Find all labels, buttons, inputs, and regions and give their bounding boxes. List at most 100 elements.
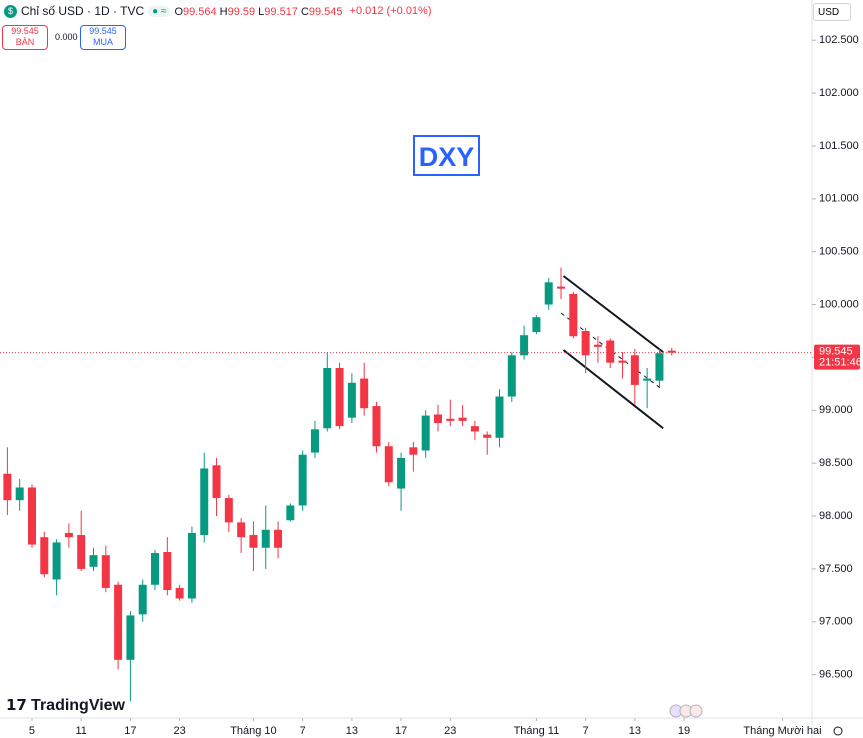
sell-price: 99.545	[11, 26, 39, 36]
candle-body	[249, 535, 258, 548]
candle-body	[557, 286, 566, 289]
candle-body	[40, 537, 49, 575]
x-tick-label: 17	[395, 725, 407, 737]
candle-body	[151, 553, 160, 585]
x-tick-label: 17	[124, 725, 136, 737]
candle-body	[261, 529, 270, 548]
candle-body	[520, 335, 529, 356]
candle-body	[360, 378, 369, 409]
ohlc-value: 99.545	[308, 6, 343, 18]
candle-body	[175, 587, 184, 599]
settings-icon	[833, 726, 843, 736]
candle-body	[52, 542, 61, 580]
event-icon	[689, 704, 703, 718]
ohlc-value: 99.59	[227, 6, 256, 18]
status: ● ≈	[148, 5, 171, 17]
candle-body	[15, 487, 24, 501]
candle-body	[606, 340, 615, 363]
x-tick-label: 19	[678, 725, 690, 737]
header: $ Chỉ số USD · 1D · TVC ● ≈ O99.564 H99.5…	[4, 4, 432, 18]
x-tick-label: 7	[300, 725, 306, 737]
candle-body	[593, 344, 602, 347]
symbol-icon: $	[4, 4, 17, 18]
candle-body	[212, 465, 221, 499]
y-tick-label: 96.500	[819, 669, 853, 681]
candle-body	[187, 532, 196, 599]
candle-body	[101, 555, 110, 588]
candle-body	[286, 505, 295, 521]
ohlc-key: H	[219, 6, 228, 18]
candle-body	[77, 535, 86, 569]
y-tick-label: 100.500	[819, 246, 859, 258]
candle-body	[495, 396, 504, 438]
logo-mark: 𝟭𝟳	[6, 697, 32, 714]
candle-body	[433, 414, 442, 423]
candle-body	[532, 317, 541, 333]
buy-label: MUA	[93, 37, 113, 47]
candle-body	[470, 426, 479, 432]
y-tick-label: 99.000	[819, 404, 853, 416]
candle-body	[569, 293, 578, 337]
y-tick-label: 97.000	[819, 616, 853, 628]
candle-body	[618, 360, 627, 363]
x-tick-label: 13	[346, 725, 358, 737]
buy-price: 99.545	[89, 26, 117, 36]
change: +0.012 (+0.01%)	[349, 5, 432, 17]
buy-button[interactable]: 99.545 MUA	[80, 25, 126, 50]
x-tick-label: 7	[583, 725, 589, 737]
candle-body	[27, 487, 36, 545]
y-tick-label: 100.000	[819, 298, 859, 310]
candle-body	[274, 529, 283, 548]
candle-body	[64, 532, 73, 538]
ohlc: O99.564 H99.59 L99.517 C99.545	[174, 4, 345, 18]
price-tag	[814, 344, 860, 370]
candle-body	[384, 446, 393, 483]
candle-body	[335, 367, 344, 427]
ohlc-key: L	[258, 6, 265, 18]
x-tick-label: 11	[75, 725, 86, 737]
candle-body	[458, 417, 467, 421]
price-tag-value: 99.545	[819, 346, 853, 358]
candle-body	[446, 418, 455, 421]
channel-line	[562, 349, 664, 430]
x-tick-label: 23	[444, 725, 456, 737]
annotation: DXY	[413, 135, 480, 176]
candle-body	[163, 551, 172, 591]
price-tag-time: 21:51:46	[819, 357, 862, 369]
ohlc-value: 99.517	[264, 6, 298, 18]
y-tick-label: 101.000	[819, 193, 859, 205]
candle-body	[372, 406, 381, 447]
y-tick-label: 98.500	[819, 457, 853, 469]
candle-body	[483, 434, 492, 438]
currency-select[interactable]: USD	[813, 3, 851, 21]
ohlc-value: 99.564	[183, 6, 217, 18]
x-tick-label: Tháng 11	[514, 725, 560, 737]
candle-body	[581, 330, 590, 356]
y-tick-label: 102.000	[819, 87, 859, 99]
candle-body	[126, 615, 135, 660]
candle-body	[323, 367, 332, 429]
candle-body	[507, 355, 516, 397]
y-tick-label: 102.500	[819, 34, 859, 46]
x-tick-label: Tháng 10	[230, 725, 276, 737]
x-tick-label: 5	[29, 725, 35, 737]
candle-body	[643, 378, 652, 381]
y-tick-label: 98.000	[819, 510, 853, 522]
symbol[interactable]: Chỉ số USD · 1D · TVC	[21, 4, 145, 18]
candle-body	[409, 447, 418, 455]
x-tick-label: Tháng Mười hai	[743, 725, 821, 737]
y-tick-label: 101.500	[819, 140, 859, 152]
candle-body	[89, 555, 98, 567]
candle-body	[310, 429, 319, 453]
candle-body	[667, 350, 676, 353]
brand: TradingView	[31, 697, 125, 714]
candle-body	[397, 457, 406, 489]
candle-body	[200, 468, 209, 536]
candle-body	[138, 584, 147, 615]
sell-button[interactable]: 99.545 BÁN	[2, 25, 48, 50]
spread: 0.000	[55, 32, 78, 42]
x-tick-label: 23	[173, 725, 185, 737]
ohlc-key: C	[300, 6, 309, 18]
